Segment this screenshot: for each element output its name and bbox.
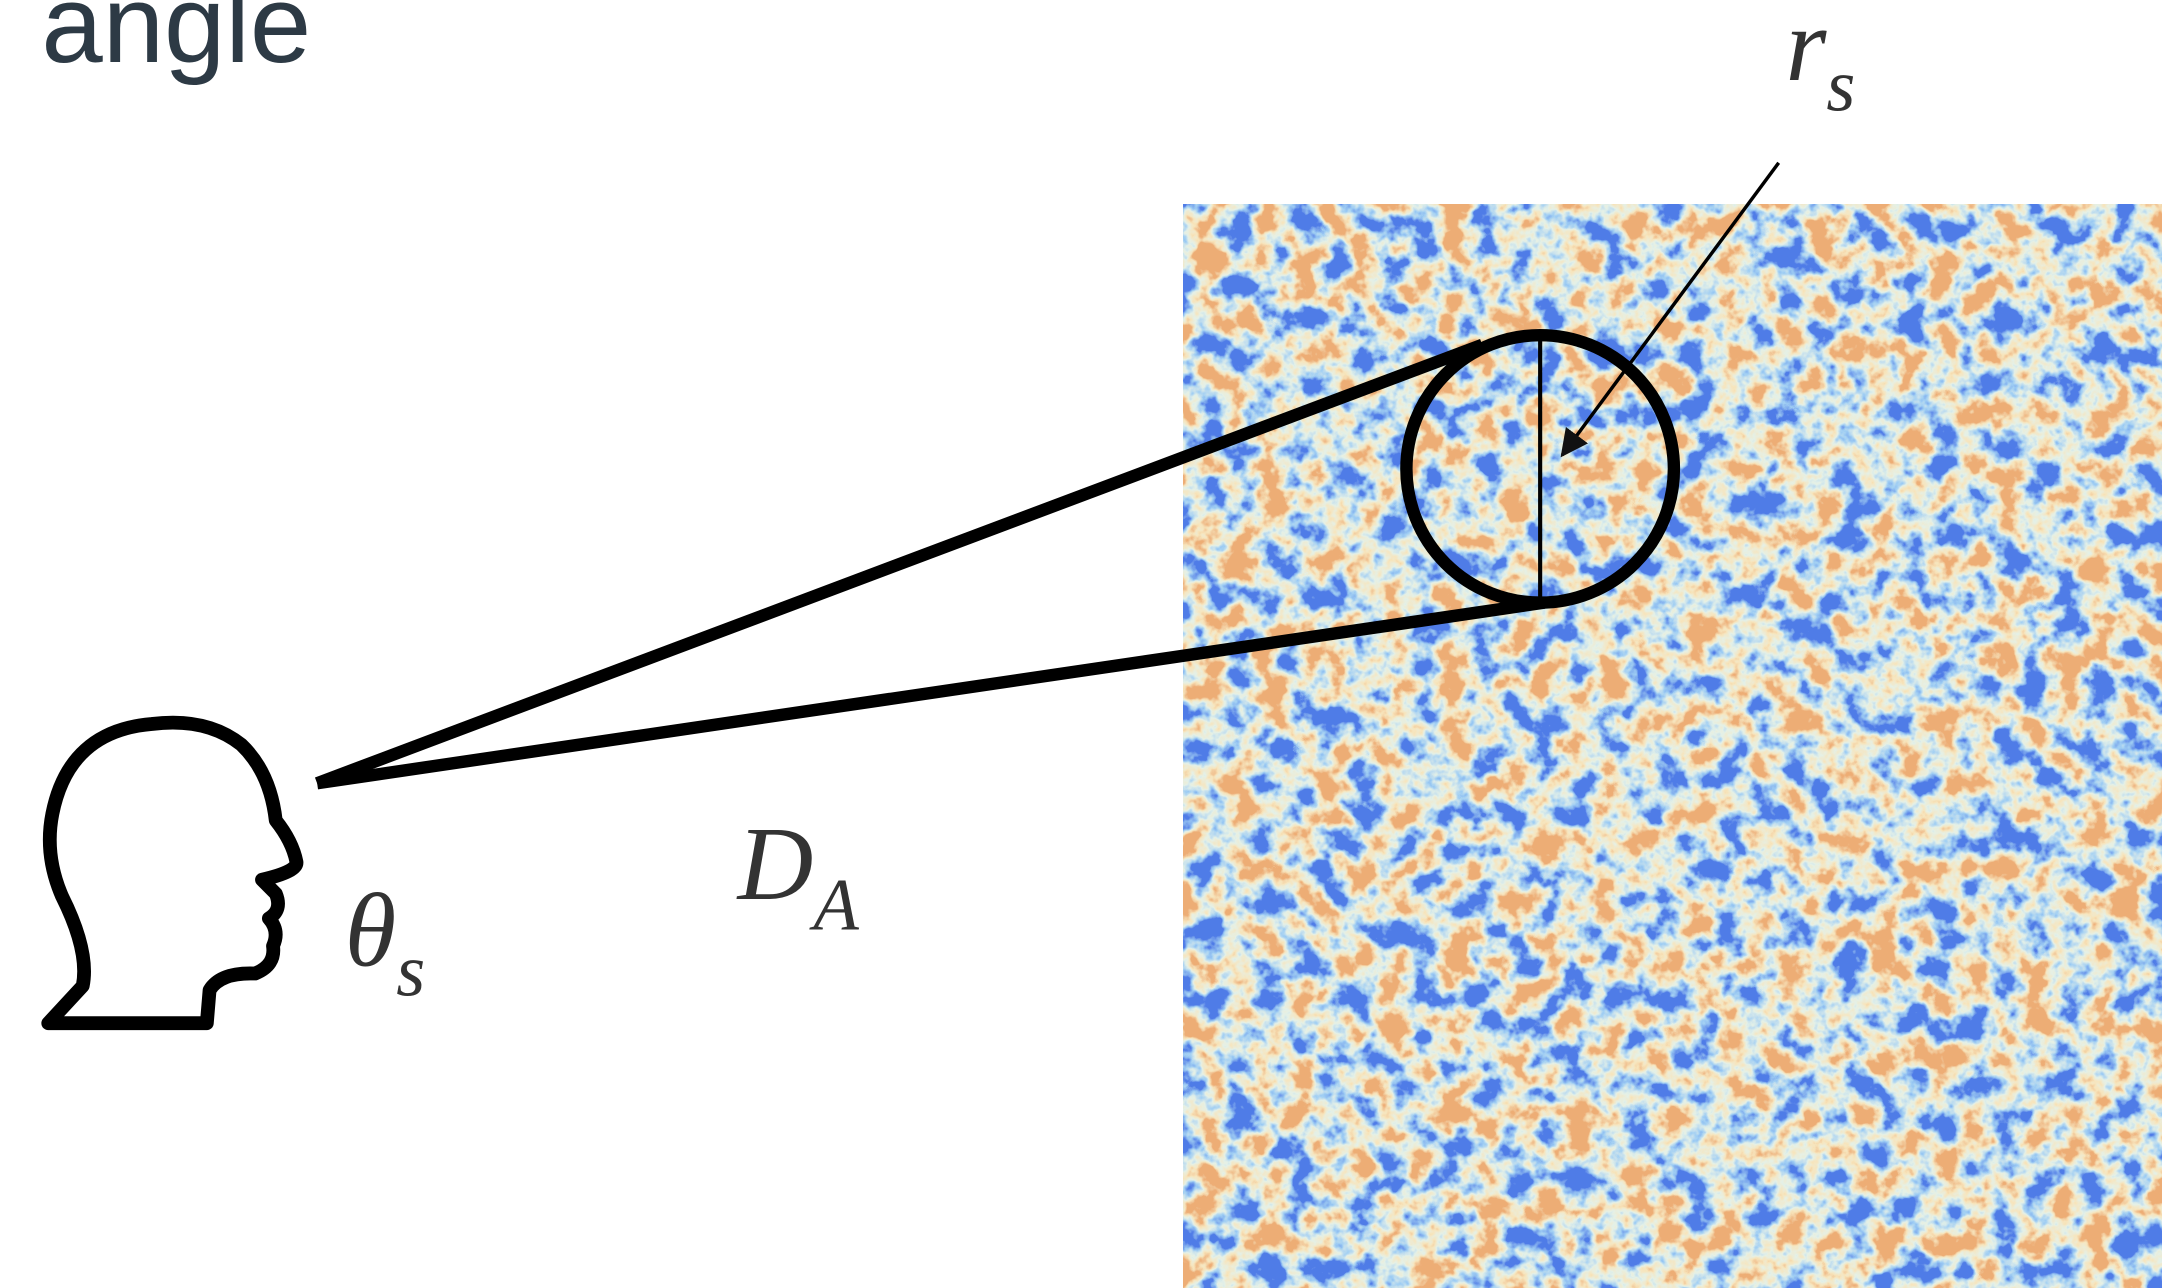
symbol: r <box>1786 0 1828 103</box>
symbol: D <box>736 806 814 922</box>
cmb-map <box>1183 204 2162 1288</box>
subscript: s <box>1826 45 1855 127</box>
subscript: A <box>808 864 859 946</box>
theta-label: θs <box>345 872 425 1012</box>
distance-label: DA <box>736 806 860 946</box>
title: angle <box>41 0 311 86</box>
subscript: s <box>396 931 425 1013</box>
rs-label: rs <box>1786 0 1856 127</box>
pointer-arrow <box>1560 161 1781 458</box>
head-icon <box>41 715 304 1031</box>
sight-line <box>316 596 1546 790</box>
sight-line <box>314 338 1485 790</box>
symbol: θ <box>345 872 396 988</box>
